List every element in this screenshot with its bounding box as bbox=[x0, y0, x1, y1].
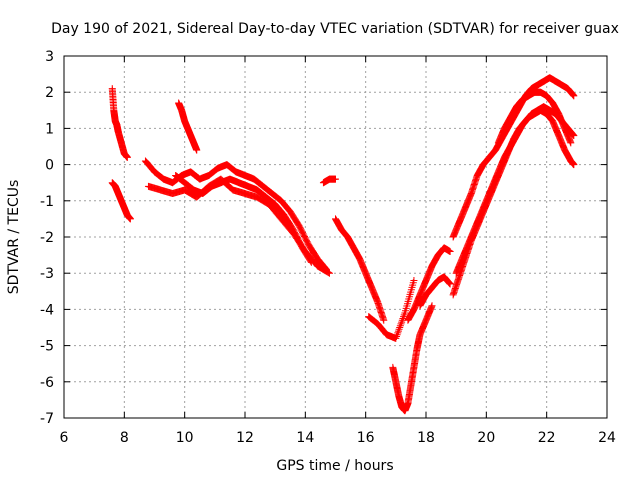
data-point-interp bbox=[307, 257, 315, 265]
data-point bbox=[570, 92, 578, 100]
grid bbox=[64, 56, 607, 418]
series-track-d bbox=[144, 175, 333, 277]
x-tick-label: 20 bbox=[477, 430, 495, 446]
series-track-g bbox=[319, 175, 339, 187]
data-point-interp bbox=[394, 327, 402, 335]
series-track-j bbox=[389, 302, 436, 415]
data-point-interp bbox=[324, 268, 332, 276]
data-point bbox=[567, 139, 575, 147]
data-point bbox=[392, 334, 400, 342]
series-track-b bbox=[108, 179, 134, 223]
x-tick-label: 24 bbox=[598, 430, 616, 446]
data-point bbox=[570, 132, 578, 140]
series-track-k bbox=[404, 244, 454, 324]
data-point bbox=[332, 175, 339, 183]
series-track-e bbox=[175, 99, 201, 154]
data-point bbox=[428, 302, 436, 310]
y-tick-label: -7 bbox=[40, 411, 54, 427]
series-track-m bbox=[449, 74, 578, 241]
y-tick-label: 0 bbox=[45, 158, 54, 174]
data-point-interp bbox=[393, 331, 401, 339]
series-track-i bbox=[365, 276, 418, 342]
y-tick-label: -5 bbox=[40, 339, 54, 355]
y-tick-label: 2 bbox=[45, 85, 54, 101]
y-tick-label: -6 bbox=[40, 375, 54, 391]
data-point-interp bbox=[396, 324, 404, 331]
data-point bbox=[410, 276, 418, 284]
y-axis-label: SDTVAR / TECUs bbox=[6, 180, 22, 295]
x-tick-label: 16 bbox=[357, 430, 375, 446]
y-tick-label: -3 bbox=[40, 266, 54, 282]
series-track-p bbox=[494, 88, 575, 147]
x-tick-label: 10 bbox=[176, 430, 194, 446]
data-point bbox=[123, 153, 131, 161]
series-track-o bbox=[452, 106, 578, 277]
data-point-interp bbox=[400, 311, 408, 319]
data-point-interp bbox=[398, 318, 406, 326]
series-track-h bbox=[332, 215, 388, 324]
axis-ticks bbox=[63, 55, 608, 419]
x-tick-label: 14 bbox=[296, 430, 314, 446]
data-point bbox=[325, 269, 333, 277]
y-tick-label: -2 bbox=[40, 230, 54, 246]
series-track-c bbox=[141, 157, 330, 274]
data-point bbox=[570, 161, 578, 169]
x-tick-label: 12 bbox=[236, 430, 254, 446]
data-point-interp bbox=[396, 322, 404, 330]
chart-title: Day 190 of 2021, Sidereal Day-to-day VTE… bbox=[51, 21, 619, 37]
data-point bbox=[446, 247, 454, 255]
data-point-interp bbox=[400, 313, 408, 321]
y-tick-label: 1 bbox=[45, 121, 54, 137]
data-point bbox=[126, 215, 134, 223]
data-point-interp bbox=[394, 329, 402, 337]
y-tick-label: -4 bbox=[40, 302, 54, 318]
x-axis-label: GPS time / hours bbox=[276, 458, 393, 474]
data-point-interp bbox=[397, 320, 405, 328]
data-point bbox=[193, 146, 201, 154]
data-marks bbox=[108, 74, 578, 415]
data-point bbox=[380, 316, 388, 324]
series-track-a bbox=[108, 85, 131, 161]
x-tick-label: 6 bbox=[60, 430, 69, 446]
data-point-interp bbox=[325, 269, 333, 277]
x-tick-label: 22 bbox=[538, 430, 556, 446]
y-tick-label: 3 bbox=[45, 49, 54, 65]
data-point-interp bbox=[395, 325, 403, 333]
x-tick-label: 8 bbox=[120, 430, 129, 446]
series-track-l bbox=[416, 273, 454, 310]
data-point-interp bbox=[392, 333, 400, 341]
data-point bbox=[446, 280, 454, 288]
data-point bbox=[307, 258, 315, 266]
series-track-f bbox=[172, 171, 315, 266]
y-tick-label: -1 bbox=[40, 194, 54, 210]
x-tick-label: 18 bbox=[417, 430, 435, 446]
